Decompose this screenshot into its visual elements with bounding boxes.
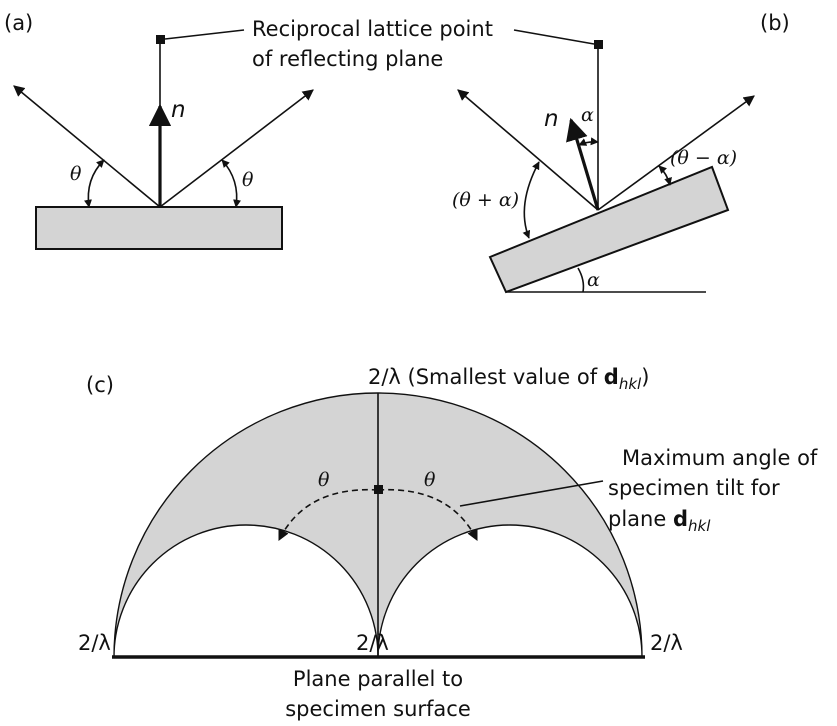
center-2lambda-label: 2/λ xyxy=(356,631,389,655)
specimen-slab-a xyxy=(35,206,283,250)
annotation-line2-c: specimen tilt for xyxy=(608,476,780,500)
theta-minus-alpha-arc-b xyxy=(658,165,672,186)
theta-label-right-c: θ xyxy=(424,469,436,491)
theta-label-left-c: θ xyxy=(318,469,330,491)
theta-arc-left-a xyxy=(84,159,105,208)
diffracted-beam-a xyxy=(159,89,314,208)
tilt-arc-right-c xyxy=(377,488,478,542)
theta-minus-alpha-label: (θ − α) xyxy=(670,147,737,169)
bottom-label-line2: specimen surface xyxy=(285,697,471,721)
right-2lambda-label: 2/λ xyxy=(650,631,683,655)
panel-c-tag: (c) xyxy=(86,373,114,397)
specimen-slab-b xyxy=(488,165,730,294)
lattice-point-a xyxy=(156,35,165,44)
theta-arc-right-a xyxy=(221,159,242,208)
normal-vector-b xyxy=(566,117,600,211)
incident-beam-b xyxy=(457,89,599,211)
theta-plus-alpha-arc-b xyxy=(522,161,540,239)
bottom-label-line1: Plane parallel to xyxy=(293,667,463,691)
callout-line-a xyxy=(164,29,245,40)
alpha-arc-base-b xyxy=(577,267,585,293)
diffracted-beam-b xyxy=(597,95,755,211)
incident-beam-a xyxy=(13,85,161,208)
annotation-line3-c: plane dhkl xyxy=(608,507,711,535)
panel-b: (b) α n α (θ + α) (θ − α) xyxy=(452,11,790,294)
theta-label-left-a: θ xyxy=(70,163,82,185)
panel-c: (c) θ θ 2/λ (Smallest value of dhkl) Max… xyxy=(78,365,818,721)
alpha-label-base-b: α xyxy=(587,269,600,291)
callout-line-b xyxy=(513,29,595,45)
normal-label-b: n xyxy=(544,106,559,132)
panel-b-tag: (b) xyxy=(760,11,790,35)
alpha-arc-top-b xyxy=(578,137,599,146)
annotation-leader-c xyxy=(459,480,604,507)
reciprocal-point-c xyxy=(374,485,383,494)
annotation-line1-c: Maximum angle of xyxy=(622,446,818,470)
panel-a-tag: (a) xyxy=(4,11,33,35)
alpha-label-top-b: α xyxy=(581,104,594,126)
theta-label-right-a: θ xyxy=(242,169,254,191)
lattice-point-b xyxy=(594,40,603,49)
tilt-arc-left-c xyxy=(278,488,379,542)
callout-text-line2: of reflecting plane xyxy=(252,47,443,71)
top-label-c: 2/λ (Smallest value of dhkl) xyxy=(368,365,649,393)
panel-a: (a) n θ θ Reciprocal lattice point of re… xyxy=(4,11,595,250)
normal-label-a: n xyxy=(171,97,186,123)
theta-plus-alpha-label: (θ + α) xyxy=(452,189,519,211)
left-2lambda-label: 2/λ xyxy=(78,631,111,655)
callout-text-line1: Reciprocal lattice point xyxy=(252,17,493,41)
